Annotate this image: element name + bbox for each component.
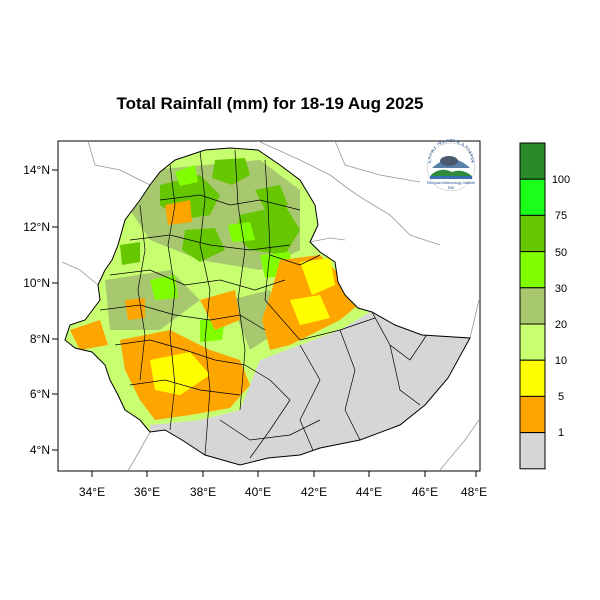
x-tick-label: 42°E xyxy=(301,485,327,499)
y-tick-label: 10°N xyxy=(23,276,50,290)
y-tick-label: 14°N xyxy=(23,163,50,177)
legend-swatch xyxy=(519,395,546,434)
y-tick-label: 8°N xyxy=(30,332,50,346)
x-tick-label: 44°E xyxy=(356,485,382,499)
legend-swatch xyxy=(519,323,546,361)
y-tick-label: 12°N xyxy=(23,220,50,234)
admin-boundaries xyxy=(99,149,431,459)
x-tick-label: 46°E xyxy=(412,485,438,499)
x-tick-label: 34°E xyxy=(79,485,105,499)
logo-sub: EMI xyxy=(448,186,454,190)
legend-swatch xyxy=(519,251,546,289)
logo-caption: Ethiopian Meteorology Institute xyxy=(427,181,475,185)
y-axis xyxy=(52,169,58,451)
legend-swatch xyxy=(519,214,546,253)
x-axis xyxy=(91,471,477,477)
x-tick-label: 36°E xyxy=(134,485,160,499)
map-title: Total Rainfall (mm) for 18-19 Aug 2025 xyxy=(116,94,424,113)
legend-label: 20 xyxy=(555,319,567,331)
y-tick-label: 4°N xyxy=(30,443,50,457)
y-tick-label: 6°N xyxy=(30,387,50,401)
x-tick-label: 48°E xyxy=(461,485,487,499)
legend-label: 50 xyxy=(555,247,567,259)
legend-swatch xyxy=(519,142,546,180)
legend-label: 10 xyxy=(555,355,567,367)
emi-logo: ኢትዮጵያ ሜቲዎሮሎጂ ኢንስቲትዩት Ethiopian Meteorolo… xyxy=(426,138,476,192)
cloud-icon xyxy=(440,156,458,166)
legend-label: 30 xyxy=(555,283,567,295)
legend xyxy=(519,142,546,470)
x-tick-label: 38°E xyxy=(190,485,216,499)
legend-label: 75 xyxy=(555,210,567,222)
legend-label: 100 xyxy=(552,174,570,186)
x-axis-labels: 34°E 36°E 38°E 40°E 42°E 44°E 46°E 48°E xyxy=(79,485,487,499)
legend-swatch xyxy=(519,359,546,397)
legend-label: 5 xyxy=(558,391,564,403)
legend-swatch xyxy=(519,287,546,325)
legend-labels: 100 75 50 30 20 10 5 1 xyxy=(552,174,570,439)
legend-swatch xyxy=(519,178,546,216)
y-axis-labels: 14°N 12°N 10°N 8°N 6°N 4°N xyxy=(23,163,50,457)
neighbor-boundaries xyxy=(61,141,480,471)
legend-swatch xyxy=(519,432,546,470)
legend-label: 1 xyxy=(558,427,564,439)
x-tick-label: 40°E xyxy=(245,485,271,499)
